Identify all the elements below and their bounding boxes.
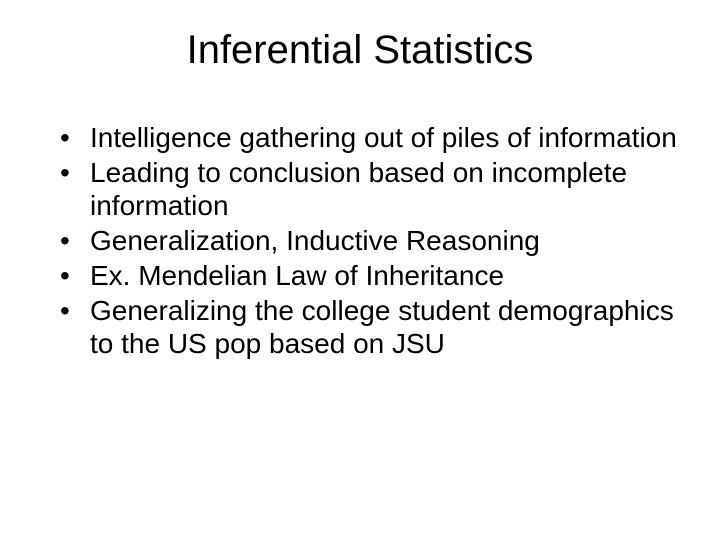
list-item: Ex. Mendelian Law of Inheritance <box>60 259 680 292</box>
list-item: Generalization, Inductive Reasoning <box>60 224 680 257</box>
slide-container: Inferential Statistics Intelligence gath… <box>0 0 720 540</box>
bullet-list: Intelligence gathering out of piles of i… <box>40 121 680 360</box>
list-item: Generalizing the college student demogra… <box>60 294 680 360</box>
slide-title: Inferential Statistics <box>40 28 680 73</box>
list-item: Leading to conclusion based on incomplet… <box>60 156 680 222</box>
list-item: Intelligence gathering out of piles of i… <box>60 121 680 154</box>
